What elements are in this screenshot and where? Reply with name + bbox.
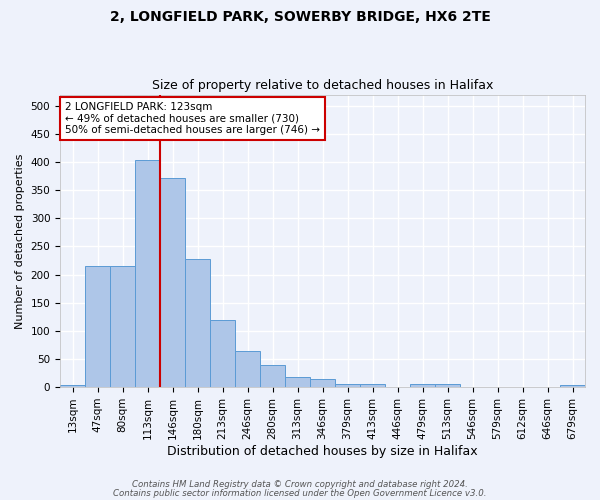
Bar <box>410 384 435 387</box>
Bar <box>285 377 310 387</box>
Bar <box>110 266 135 387</box>
Text: 2 LONGFIELD PARK: 123sqm
← 49% of detached houses are smaller (730)
50% of semi-: 2 LONGFIELD PARK: 123sqm ← 49% of detach… <box>65 102 320 135</box>
Bar <box>435 384 460 387</box>
Bar <box>235 350 260 387</box>
Bar <box>335 384 360 387</box>
Bar <box>160 178 185 387</box>
Text: Contains public sector information licensed under the Open Government Licence v3: Contains public sector information licen… <box>113 489 487 498</box>
Y-axis label: Number of detached properties: Number of detached properties <box>15 153 25 328</box>
Bar <box>210 320 235 387</box>
Bar <box>135 160 160 387</box>
Bar <box>260 364 285 387</box>
Bar <box>85 266 110 387</box>
Bar <box>310 378 335 387</box>
Bar <box>185 259 210 387</box>
Title: Size of property relative to detached houses in Halifax: Size of property relative to detached ho… <box>152 79 493 92</box>
Text: 2, LONGFIELD PARK, SOWERBY BRIDGE, HX6 2TE: 2, LONGFIELD PARK, SOWERBY BRIDGE, HX6 2… <box>110 10 490 24</box>
Bar <box>360 384 385 387</box>
X-axis label: Distribution of detached houses by size in Halifax: Distribution of detached houses by size … <box>167 444 478 458</box>
Bar <box>60 386 85 387</box>
Text: Contains HM Land Registry data © Crown copyright and database right 2024.: Contains HM Land Registry data © Crown c… <box>132 480 468 489</box>
Bar <box>560 386 585 387</box>
